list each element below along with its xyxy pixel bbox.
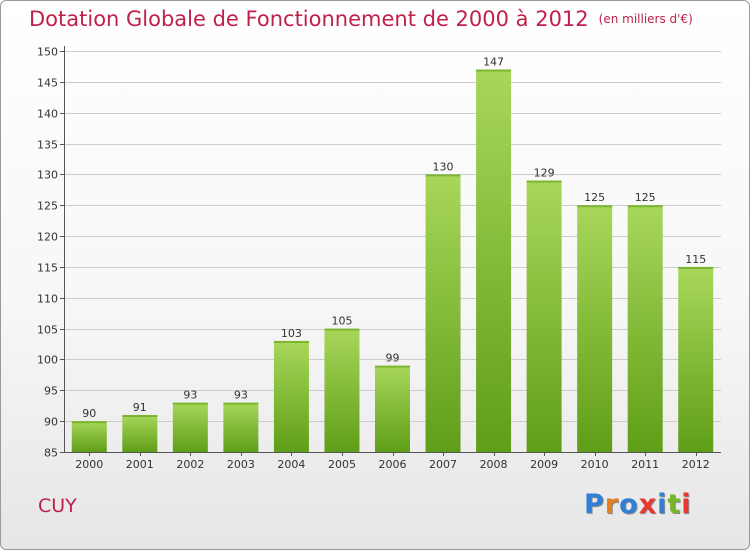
bar-top-edge xyxy=(273,340,309,343)
chart-title-text: Dotation Globale de Fonctionnement de 20… xyxy=(29,7,589,31)
y-tick-label: 130 xyxy=(37,169,58,182)
bar xyxy=(577,205,613,452)
y-tick-label: 125 xyxy=(37,200,58,213)
bar-top-edge xyxy=(526,180,562,183)
x-tick-label: 2002 xyxy=(176,458,204,471)
bar-top-edge xyxy=(122,414,158,417)
bar-top-edge xyxy=(172,402,208,405)
bar xyxy=(627,205,663,452)
bar xyxy=(223,402,259,452)
bar-top-edge xyxy=(627,205,663,208)
x-tick-label: 2004 xyxy=(277,458,305,471)
bar-value-label: 125 xyxy=(584,191,605,204)
y-tick-label: 135 xyxy=(37,139,58,152)
bar xyxy=(273,340,309,452)
y-tick-label: 115 xyxy=(37,262,58,275)
bar-value-label: 130 xyxy=(433,160,454,173)
logo-letter: r xyxy=(604,489,620,520)
bar xyxy=(172,402,208,452)
bar xyxy=(476,69,512,452)
bar-value-label: 147 xyxy=(483,56,504,69)
logo-letter: i xyxy=(657,489,668,520)
logo-letter: i xyxy=(681,489,692,520)
y-tick-label: 100 xyxy=(37,354,58,367)
proxiti-logo: Proxiti xyxy=(584,489,692,520)
bar-value-label: 103 xyxy=(281,327,302,340)
bar xyxy=(375,365,410,452)
y-tick-label: 110 xyxy=(37,293,58,306)
logo-letter: x xyxy=(638,489,658,520)
commune-name: CUY xyxy=(38,495,77,517)
x-tick-label: 2010 xyxy=(581,458,609,471)
y-tick-label: 150 xyxy=(37,46,58,59)
bar-value-label: 93 xyxy=(183,389,197,402)
x-tick-label: 2006 xyxy=(379,458,407,471)
bar-value-label: 129 xyxy=(534,167,555,180)
x-tick-label: 2007 xyxy=(429,458,457,471)
axes xyxy=(60,46,721,456)
bar-top-edge xyxy=(375,365,410,368)
bar-top-edge xyxy=(223,402,259,405)
x-tick-label: 2001 xyxy=(126,458,154,471)
logo-letter: t xyxy=(667,489,682,520)
bar-value-label: 115 xyxy=(685,253,706,266)
bar xyxy=(324,328,360,452)
x-tick-label: 2008 xyxy=(480,458,508,471)
bar xyxy=(526,180,562,453)
logo-letter: P xyxy=(584,489,605,520)
bar xyxy=(71,421,107,452)
bar-value-label: 93 xyxy=(234,389,248,402)
x-tick-label: 2005 xyxy=(328,458,356,471)
bar-top-edge xyxy=(476,69,512,72)
bar-value-label: 91 xyxy=(133,401,147,414)
bar-top-edge xyxy=(71,421,107,424)
chart-subtitle: (en milliers d'€) xyxy=(598,12,693,26)
x-tick-label: 2003 xyxy=(227,458,255,471)
bar-value-label: 105 xyxy=(331,315,352,328)
x-tick-label: 2012 xyxy=(682,458,710,471)
bar-top-edge xyxy=(678,266,714,269)
x-tick-label: 2000 xyxy=(75,458,103,471)
bar xyxy=(678,266,714,452)
y-tick-label: 145 xyxy=(37,77,58,90)
bar-value-label: 90 xyxy=(82,407,96,420)
y-tick-label: 90 xyxy=(44,416,58,429)
bar-top-edge xyxy=(577,205,613,208)
bar xyxy=(425,174,461,452)
bar xyxy=(122,414,158,452)
x-tick-label: 2009 xyxy=(530,458,558,471)
bar-top-edge xyxy=(425,174,461,177)
y-tick-label: 95 xyxy=(44,385,58,398)
y-tick-label: 120 xyxy=(37,231,58,244)
y-tick-label: 85 xyxy=(44,447,58,460)
labels: 85 90 95 100 105 110 115 120 125 130 135 140 145 150 9… xyxy=(37,46,710,472)
bar-value-label: 99 xyxy=(386,352,400,365)
logo-letter: o xyxy=(619,489,639,520)
bars xyxy=(71,69,714,453)
x-tick-label: 2011 xyxy=(631,458,659,471)
y-tick-label: 140 xyxy=(37,108,58,121)
bar-top-edge xyxy=(324,328,360,331)
bar-value-label: 125 xyxy=(635,191,656,204)
y-tick-label: 105 xyxy=(37,324,58,337)
chart-title: Dotation Globale de Fonctionnement de 20… xyxy=(29,7,693,31)
